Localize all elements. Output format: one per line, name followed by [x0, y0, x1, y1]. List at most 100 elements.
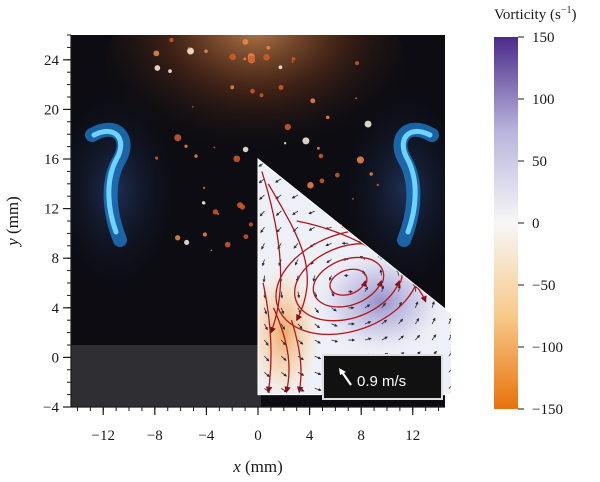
spark [250, 88, 255, 94]
velocity-vector [294, 259, 299, 266]
y-tick-label: 4 [52, 301, 60, 317]
velocity-vector [331, 291, 335, 297]
x-axis-var: x [232, 457, 241, 476]
streamline [329, 268, 368, 296]
velocity-vector [445, 236, 450, 244]
velocity-vector [398, 318, 404, 325]
x-tick-label: 12 [405, 428, 420, 444]
spark [376, 183, 380, 187]
spark [325, 115, 330, 120]
velocity-vector [325, 242, 332, 247]
y-tick-label: 16 [44, 152, 60, 168]
velocity-vector [415, 334, 421, 341]
velocity-vector [398, 335, 404, 341]
spark [243, 234, 249, 240]
spark [201, 201, 206, 205]
spark [266, 45, 271, 50]
velocity-scale-label: 0.9 m/s [357, 373, 406, 390]
x-axis: −12 −8 −4 0 4 8 12 [71, 406, 445, 444]
x-axis-unit: (mm) [245, 457, 283, 476]
velocity-vector [264, 323, 268, 331]
velocity-vector [308, 226, 315, 231]
spark [291, 60, 294, 63]
piv-region-outline [257, 157, 452, 396]
x-tick-label: 4 [306, 428, 314, 444]
spark [317, 146, 320, 150]
spark [310, 98, 316, 104]
velocity-vector [314, 291, 318, 298]
spark [248, 55, 255, 63]
velocity-vector [261, 243, 265, 250]
colorbar-tick-label: 150 [532, 30, 555, 46]
velocity-vector [431, 334, 437, 341]
velocity-vector [291, 194, 299, 199]
colorbar-tick-label: 50 [532, 154, 547, 170]
velocity-vector [297, 323, 303, 330]
spark [278, 84, 284, 90]
spark [259, 93, 264, 98]
spark [184, 144, 188, 148]
colorbar: Vorticity (s−1) 150 100 50 0 −50 −100 −150 [494, 5, 576, 418]
velocity-vector [448, 333, 452, 341]
streamline [312, 256, 385, 308]
y-axis-var: y [3, 238, 22, 248]
spark [248, 222, 253, 227]
y-tick-label: 12 [44, 202, 59, 218]
velocity-vector [259, 210, 265, 217]
x-tick-label: 0 [254, 428, 262, 444]
spark [242, 38, 249, 45]
spark [187, 47, 194, 55]
velocity-scale-legend: 0.9 m/s [322, 354, 443, 400]
streamline [262, 282, 273, 394]
velocity-vector [261, 259, 265, 267]
velocity-vector [364, 304, 371, 309]
spark [224, 241, 231, 248]
velocity-vector [275, 210, 282, 216]
velocity-vector [414, 301, 419, 308]
velocity-vector [312, 275, 316, 282]
velocity-vector [379, 269, 383, 276]
velocity-vector [326, 259, 332, 264]
velocity-vector [308, 210, 315, 215]
velocity-vector [280, 291, 284, 299]
velocity-vector [264, 355, 270, 362]
y-tick-label: 20 [44, 102, 59, 118]
velocity-vector [445, 220, 450, 228]
y-tick-label: 0 [52, 350, 60, 366]
spark [291, 57, 296, 61]
velocity-vector [448, 350, 452, 357]
colorbar-gradient [494, 37, 518, 409]
colorbar-ticks: 150 100 50 0 −50 −100 −150 [518, 30, 563, 418]
velocity-vector [364, 337, 372, 341]
velocity-vector [293, 243, 299, 249]
velocity-vector [415, 318, 420, 325]
spark [210, 249, 213, 252]
streamline [267, 183, 308, 322]
velocity-vector [260, 226, 265, 234]
spark [212, 209, 219, 215]
colorbar-tick-label: 0 [532, 216, 540, 232]
colorbar-title: Vorticity (s−1) [494, 5, 576, 23]
spark [155, 156, 159, 160]
y-axis-title: y (mm) [3, 196, 22, 248]
velocity-vector [444, 205, 450, 212]
y-axis: −4 0 4 8 12 16 20 24 [43, 34, 72, 416]
velocity-vector [262, 275, 266, 283]
y-tick-label: 8 [52, 251, 60, 267]
flame-photograph [71, 35, 445, 407]
velocity-vector [431, 301, 435, 308]
velocity-vector [364, 286, 368, 292]
spark [302, 137, 310, 145]
spark [153, 50, 160, 57]
velocity-vector [331, 339, 339, 343]
velocity-vector [314, 339, 321, 344]
spark [202, 232, 208, 237]
velocity-vector [314, 355, 322, 360]
blue-flame-left [85, 122, 131, 247]
spark [187, 47, 190, 50]
y-axis-unit: (mm) [3, 196, 22, 234]
spark [216, 212, 220, 216]
velocity-vector [314, 371, 322, 376]
axes: −12 −8 −4 0 4 8 12 −4 0 4 8 12 16 20 24 [43, 34, 445, 444]
